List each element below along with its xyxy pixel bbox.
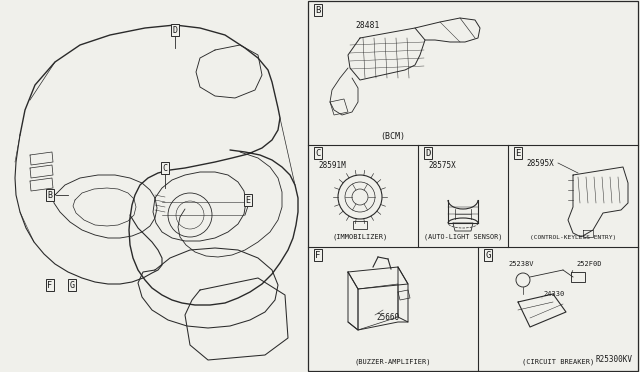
Text: D: D bbox=[426, 148, 431, 157]
Text: 28481: 28481 bbox=[355, 20, 380, 29]
Text: 25238V: 25238V bbox=[508, 261, 534, 267]
Text: (CIRCUIT BREAKER): (CIRCUIT BREAKER) bbox=[522, 359, 594, 365]
Text: C: C bbox=[316, 148, 321, 157]
Text: 252F0D: 252F0D bbox=[576, 261, 602, 267]
Text: F: F bbox=[47, 280, 52, 289]
Text: E: E bbox=[246, 196, 250, 205]
Text: (IMMOBILIZER): (IMMOBILIZER) bbox=[332, 234, 388, 240]
Text: F: F bbox=[316, 250, 321, 260]
Bar bbox=[571, 272, 585, 282]
Text: (BCM): (BCM) bbox=[381, 131, 406, 141]
Text: 24330: 24330 bbox=[543, 291, 564, 297]
Text: R25300KV: R25300KV bbox=[595, 355, 632, 364]
Text: (AUTO-LIGHT SENSOR): (AUTO-LIGHT SENSOR) bbox=[424, 234, 502, 240]
Text: G: G bbox=[70, 280, 74, 289]
Text: B: B bbox=[316, 6, 321, 15]
Text: B: B bbox=[47, 190, 52, 199]
Text: C: C bbox=[163, 164, 168, 173]
Text: (BUZZER-AMPLIFIER): (BUZZER-AMPLIFIER) bbox=[355, 359, 431, 365]
Text: E: E bbox=[515, 148, 521, 157]
Text: D: D bbox=[173, 26, 177, 35]
Text: 28575X: 28575X bbox=[428, 160, 456, 170]
Text: G: G bbox=[485, 250, 491, 260]
Text: 28591M: 28591M bbox=[318, 160, 346, 170]
Text: 25660: 25660 bbox=[376, 312, 399, 321]
Text: 28595X: 28595X bbox=[526, 158, 554, 167]
Text: (CONTROL-KEYLESS ENTRY): (CONTROL-KEYLESS ENTRY) bbox=[530, 234, 616, 240]
Bar bbox=[353, 221, 367, 229]
Bar bbox=[308, 1, 638, 371]
